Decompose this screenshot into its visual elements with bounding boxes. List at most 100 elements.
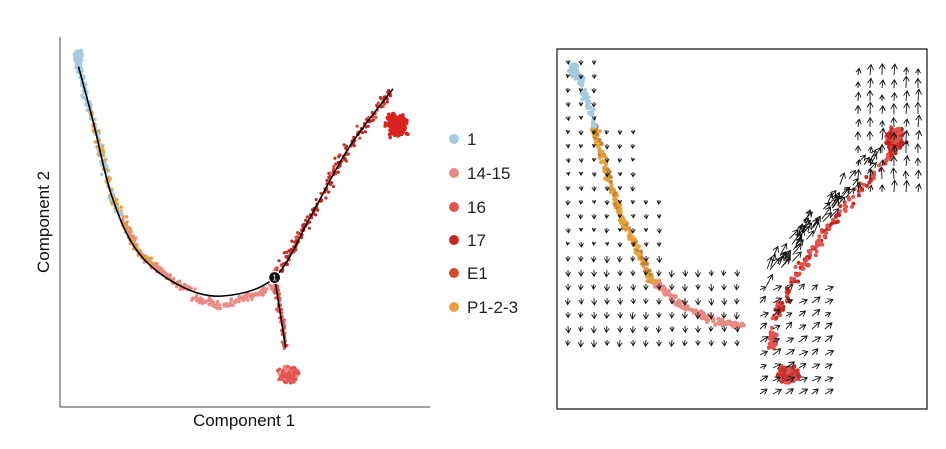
velocity-arrow <box>812 218 820 227</box>
velocity-arrow <box>866 101 874 115</box>
velocity-arrow <box>848 169 856 180</box>
cell-point <box>813 253 818 258</box>
velocity-arrow <box>915 129 923 141</box>
velocity-arrow <box>903 154 911 167</box>
cell-point <box>777 313 781 318</box>
cell-point <box>677 298 681 303</box>
velocity-arrow <box>791 251 802 262</box>
cell-point <box>254 292 258 296</box>
velocity-arrow <box>866 130 874 141</box>
cell-point <box>389 125 394 130</box>
cell-point <box>237 299 241 304</box>
velocity-arrow <box>656 269 662 277</box>
velocity-arrow <box>591 227 597 233</box>
velocity-arrow <box>630 185 636 192</box>
velocity-arrow <box>695 340 701 346</box>
velocity-arrow <box>855 118 862 128</box>
cell-point <box>168 275 172 279</box>
cell-point <box>267 283 272 287</box>
cell-point <box>824 231 829 236</box>
cell-point <box>342 143 346 147</box>
cell-point <box>786 289 791 294</box>
velocity-arrow <box>578 115 584 120</box>
velocity-arrow <box>565 185 571 191</box>
velocity-arrow <box>759 336 769 343</box>
cell-point <box>149 260 153 264</box>
velocity-arrow <box>708 311 715 320</box>
velocity-arrow <box>616 339 623 348</box>
cell-point <box>282 366 287 370</box>
trajectory-plot: 1 Component 1 Component 2 <box>34 37 430 430</box>
velocity-arrow <box>766 256 774 270</box>
cell-point <box>781 368 786 372</box>
velocity-arrow <box>811 321 821 330</box>
cell-point <box>792 364 797 369</box>
cell-point <box>243 293 248 298</box>
legend-item: E1 <box>449 264 488 283</box>
cell-point <box>213 305 217 309</box>
cell-point <box>885 152 890 157</box>
velocity-arrow <box>772 308 781 317</box>
cell-point <box>766 345 771 350</box>
velocity-arrow <box>565 59 571 65</box>
velocity-arrow <box>565 87 571 94</box>
cell-point <box>79 49 84 54</box>
cell-point <box>307 226 311 230</box>
velocity-arrow <box>866 89 874 101</box>
velocity-arrow <box>821 206 832 220</box>
cell-point <box>401 125 406 129</box>
cell-point <box>893 138 898 143</box>
cell-point <box>580 82 584 87</box>
velocity-arrow <box>604 157 610 164</box>
velocity-arrow <box>721 325 727 333</box>
cell-point <box>782 377 787 382</box>
velocity-arrow <box>565 227 571 234</box>
velocity-arrow <box>830 207 840 218</box>
velocity-arrow <box>578 311 584 319</box>
velocity-arrow <box>721 269 727 277</box>
velocity-arrow <box>656 297 662 305</box>
cell-point <box>287 371 292 376</box>
velocity-arrow <box>604 144 610 150</box>
velocity-arrow <box>695 297 702 306</box>
cell-point <box>877 163 882 168</box>
velocity-arrow <box>616 283 623 292</box>
velocity-arrow <box>630 157 636 162</box>
velocity-arrow <box>591 115 597 121</box>
cell-point <box>112 193 116 197</box>
cell-point <box>801 266 806 271</box>
velocity-arrow <box>629 311 636 320</box>
velocity-arrow <box>630 199 636 205</box>
cell-point <box>685 304 690 309</box>
velocity-arrow <box>565 199 571 206</box>
velocity-arrow <box>630 297 636 305</box>
cell-point <box>793 265 798 269</box>
cell-point <box>797 271 802 276</box>
cell-point <box>233 300 238 304</box>
velocity-arrow <box>798 363 807 369</box>
branch-point-marker: 1 <box>268 270 282 285</box>
cell-point <box>835 219 840 224</box>
cell-point <box>385 100 389 104</box>
velocity-arrow <box>578 130 584 136</box>
cell-point <box>314 198 318 202</box>
cell-point <box>790 277 795 282</box>
velocity-arrow <box>564 297 571 306</box>
cell-point <box>289 247 293 251</box>
velocity-arrow <box>591 185 597 192</box>
cell-point <box>328 171 332 175</box>
cell-point <box>771 341 776 346</box>
cell-point <box>713 322 718 327</box>
cell-point <box>613 202 618 207</box>
legend-item: P1-2-3 <box>449 298 518 317</box>
velocity-arrow <box>772 348 782 356</box>
cell-point <box>740 323 745 328</box>
velocity-arrow <box>811 336 822 343</box>
cell-point <box>274 267 278 271</box>
cell-point <box>292 380 296 384</box>
cell-point <box>597 129 602 134</box>
legend-item: 1 <box>449 130 476 149</box>
cell-point <box>131 234 135 238</box>
velocity-arrow <box>577 339 584 348</box>
